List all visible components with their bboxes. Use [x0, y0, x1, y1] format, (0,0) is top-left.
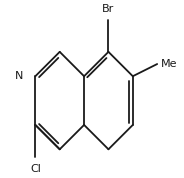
Text: Me: Me — [161, 59, 177, 69]
Text: N: N — [15, 71, 23, 81]
Text: Br: Br — [102, 4, 115, 14]
Text: Cl: Cl — [30, 164, 41, 174]
